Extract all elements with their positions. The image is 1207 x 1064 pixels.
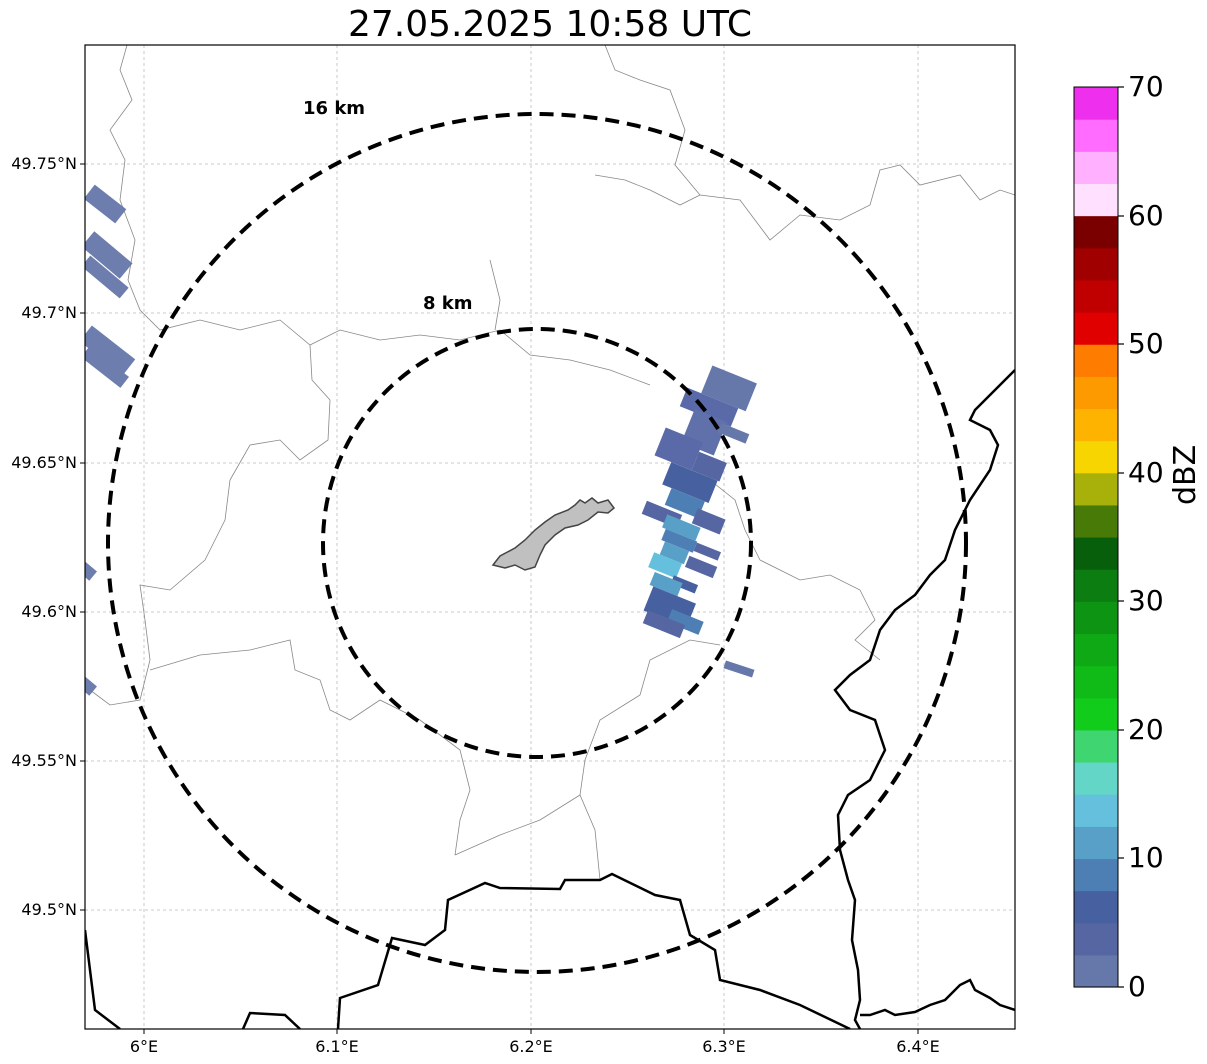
colorbar-title: dBZ — [1168, 444, 1203, 505]
colorbar-segment — [1074, 247, 1118, 281]
colorbar-segment — [1074, 537, 1118, 570]
colorbar-segment — [1074, 408, 1118, 442]
colorbar-tick-label: 50 — [1128, 327, 1164, 360]
colorbar-segment — [1074, 762, 1118, 795]
range-ring-8km — [321, 327, 753, 759]
colorbar-frame — [1073, 86, 1119, 988]
graticule — [85, 45, 1015, 1029]
colorbar-segment — [1074, 890, 1118, 924]
radar-echoes — [85, 184, 757, 696]
lon-label: 6.1°E — [315, 1037, 359, 1056]
lat-label: 49.6°N — [21, 602, 77, 621]
colorbar-tick-label: 0 — [1128, 970, 1146, 1003]
colorbar — [1074, 87, 1118, 988]
colorbar-segment — [1074, 729, 1118, 763]
range-ring-label-16km: 16 km — [303, 98, 366, 119]
colorbar-segment — [1074, 344, 1118, 377]
lat-label: 49.55°N — [11, 751, 77, 770]
colorbar-segment — [1074, 151, 1118, 185]
colorbar-segment — [1074, 312, 1118, 345]
colorbar-segment — [1074, 376, 1118, 410]
map-frame — [84, 44, 1016, 1030]
colorbar-segment — [1074, 826, 1118, 860]
lon-label: 6°E — [129, 1037, 159, 1056]
colorbar-segment — [1074, 794, 1118, 827]
colorbar-tick-label: 70 — [1128, 70, 1164, 103]
city-area — [491, 497, 616, 571]
range-ring-label-8km: 8 km — [423, 293, 473, 314]
colorbar-segment — [1074, 119, 1118, 152]
lat-label: 49.65°N — [11, 453, 77, 472]
national-border — [85, 369, 1015, 1029]
colorbar-tick-label: 10 — [1128, 841, 1164, 874]
commune-boundaries — [89, 45, 1015, 881]
colorbar-segment — [1074, 440, 1118, 474]
colorbar-segment — [1074, 279, 1118, 313]
lon-label: 6.2°E — [509, 1037, 553, 1056]
colorbar-segment — [1074, 569, 1118, 602]
lat-label: 49.7°N — [21, 303, 77, 322]
colorbar-segment — [1074, 183, 1118, 217]
colorbar-tick-label: 20 — [1128, 713, 1164, 746]
range-rings — [106, 112, 968, 974]
colorbar-segment — [1074, 87, 1118, 120]
map-title: 27.05.2025 10:58 UTC — [347, 4, 753, 45]
colorbar-segment — [1074, 633, 1118, 667]
lon-label: 6.3°E — [702, 1037, 746, 1056]
colorbar-segment — [1074, 215, 1118, 249]
colorbar-segment — [1074, 601, 1118, 635]
range-ring-16km — [106, 112, 968, 974]
colorbar-segment — [1074, 922, 1118, 956]
colorbar-tick-label: 30 — [1128, 584, 1164, 617]
colorbar-segment — [1074, 954, 1118, 988]
colorbar-segment — [1074, 472, 1118, 506]
colorbar-segment — [1074, 504, 1118, 538]
colorbar-segment — [1074, 697, 1118, 731]
lon-label: 6.4°E — [896, 1037, 940, 1056]
colorbar-segment — [1074, 665, 1118, 699]
lat-label: 49.5°N — [21, 900, 77, 919]
colorbar-tick-label: 60 — [1128, 199, 1164, 232]
colorbar-tick-label: 40 — [1128, 456, 1164, 489]
colorbar-segment — [1074, 858, 1118, 892]
lat-label: 49.75°N — [11, 154, 77, 173]
